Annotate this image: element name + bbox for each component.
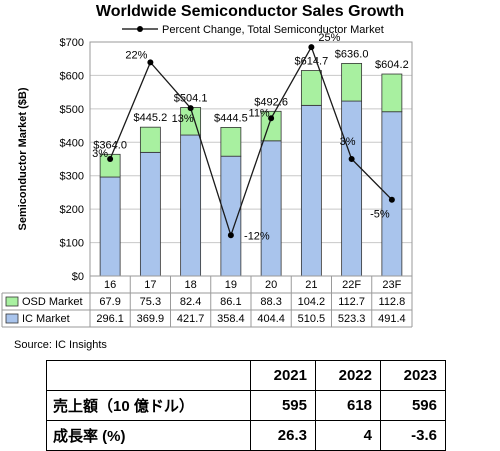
chart: Worldwide Semiconductor Sales Growth Perc… bbox=[1, 3, 413, 328]
table-header-row: 2021 2022 2023 bbox=[46, 360, 446, 391]
bar-osd bbox=[300, 70, 322, 106]
bar-osd bbox=[220, 127, 242, 157]
percent-change-point bbox=[187, 105, 194, 112]
y-tick-label: $300 bbox=[60, 171, 84, 183]
data-table-value: 369.9 bbox=[137, 313, 165, 325]
bar-total-label: $504.1 bbox=[174, 92, 208, 104]
bar-ic bbox=[381, 111, 403, 277]
data-table-value: 86.1 bbox=[220, 296, 241, 308]
bar-total-label: $636.0 bbox=[335, 48, 369, 60]
cell-growth-2023: -3.6 bbox=[380, 420, 446, 451]
cell-growth-2021: 26.3 bbox=[250, 420, 316, 451]
bar-osd bbox=[341, 62, 363, 102]
data-table-value: 104.2 bbox=[298, 296, 326, 308]
data-table-value: 421.7 bbox=[177, 313, 205, 325]
percent-change-label: 11% bbox=[249, 107, 270, 119]
table-corner bbox=[46, 360, 251, 391]
y-tick-label: $0 bbox=[72, 271, 84, 283]
bar-total-label: $492.6 bbox=[254, 96, 288, 108]
table-row-sales: 売上額（10 億ドル） 595 618 596 bbox=[46, 390, 446, 421]
header-2021: 2021 bbox=[250, 360, 316, 391]
table-row-growth: 成長率 (%) 26.3 4 -3.6 bbox=[46, 420, 446, 451]
percent-change-point bbox=[308, 44, 315, 51]
bar-total-label: $444.5 bbox=[214, 112, 248, 124]
cell-sales-2022: 618 bbox=[315, 390, 381, 421]
cell-sales-2021: 595 bbox=[250, 390, 316, 421]
y-axis-label: Semiconductor Market ($B) bbox=[17, 87, 29, 230]
chart-title: Worldwide Semiconductor Sales Growth bbox=[96, 3, 404, 20]
percent-change-label: 13% bbox=[172, 113, 194, 125]
y-tick-label: $200 bbox=[60, 204, 84, 216]
y-tick-label: $500 bbox=[60, 104, 84, 116]
legend-swatch-ic bbox=[5, 313, 19, 324]
x-tick-label: 20 bbox=[265, 279, 277, 291]
source-note: Source: IC Insights bbox=[14, 339, 107, 351]
data-table-value: 75.3 bbox=[140, 296, 161, 308]
legend-line-marker bbox=[137, 26, 143, 32]
bar-ic bbox=[300, 104, 322, 277]
y-tick-label: $700 bbox=[60, 37, 84, 49]
percent-change-point bbox=[348, 156, 355, 162]
x-tick-label: 17 bbox=[144, 279, 156, 291]
legend-label-osd: OSD Market bbox=[22, 296, 83, 308]
percent-change-label: -12% bbox=[244, 230, 270, 242]
data-table-value: 82.4 bbox=[180, 296, 201, 308]
x-tick-label: 22F bbox=[342, 279, 361, 291]
percent-change-point bbox=[147, 59, 154, 66]
legend-label-ic: IC Market bbox=[22, 313, 70, 325]
percent-change-point bbox=[268, 115, 275, 122]
x-tick-label: 19 bbox=[225, 279, 237, 291]
data-table-value: 296.1 bbox=[96, 313, 124, 325]
row-label-sales: 売上額（10 億ドル） bbox=[46, 390, 251, 421]
bar-ic bbox=[180, 134, 202, 277]
data-table-value: 67.9 bbox=[99, 296, 120, 308]
bar-total-label: $364.0 bbox=[93, 139, 127, 151]
bar-osd bbox=[139, 126, 161, 153]
percent-change-label: 25% bbox=[318, 32, 340, 44]
data-table-value: 404.4 bbox=[257, 313, 285, 325]
percent-change-label: -5% bbox=[370, 209, 390, 221]
legend-line-label: Percent Change, Total Semiconductor Mark… bbox=[162, 24, 384, 36]
bar-total-label: $445.2 bbox=[134, 112, 168, 124]
bar-osd bbox=[381, 73, 403, 113]
y-tick-label: $400 bbox=[60, 137, 84, 149]
data-table-value: 523.3 bbox=[338, 313, 366, 325]
data-table-value: 112.7 bbox=[338, 296, 365, 308]
percent-change-point bbox=[388, 196, 395, 203]
data-table-value: 358.4 bbox=[217, 313, 245, 325]
x-tick-label: 23F bbox=[382, 279, 401, 291]
bar-ic bbox=[260, 140, 282, 277]
percent-change-label: 3% bbox=[340, 136, 356, 148]
percent-change-point bbox=[227, 232, 234, 239]
data-table-value: 510.5 bbox=[298, 313, 326, 325]
y-tick-label: $100 bbox=[60, 238, 84, 250]
x-tick-label: 18 bbox=[185, 279, 197, 291]
data-table-value: 112.8 bbox=[379, 296, 406, 308]
bar-ic bbox=[99, 176, 121, 277]
x-tick-label: 21 bbox=[305, 279, 317, 291]
bar-ic bbox=[341, 100, 363, 277]
bar-total-label: $604.2 bbox=[375, 59, 409, 71]
cell-growth-2022: 4 bbox=[315, 420, 381, 451]
percent-change-point bbox=[107, 156, 114, 162]
header-2022: 2022 bbox=[315, 360, 381, 391]
summary-table: 2021 2022 2023 売上額（10 億ドル） 595 618 596 成… bbox=[46, 360, 446, 451]
bar-ic bbox=[139, 151, 161, 277]
percent-change-line bbox=[109, 45, 393, 238]
x-tick-label: 16 bbox=[104, 279, 116, 291]
y-tick-label: $600 bbox=[60, 70, 84, 82]
bar-total-label: $614.7 bbox=[295, 56, 329, 68]
header-2023: 2023 bbox=[380, 360, 446, 391]
legend-swatch-osd bbox=[5, 296, 19, 307]
data-table-value: 491.4 bbox=[378, 313, 406, 325]
percent-change-label: 3% bbox=[92, 148, 108, 160]
data-table-value: 88.3 bbox=[260, 296, 281, 308]
cell-sales-2023: 596 bbox=[380, 390, 446, 421]
percent-change-label: 22% bbox=[125, 49, 147, 61]
row-label-growth: 成長率 (%) bbox=[46, 420, 251, 451]
bar-osd bbox=[99, 153, 121, 178]
